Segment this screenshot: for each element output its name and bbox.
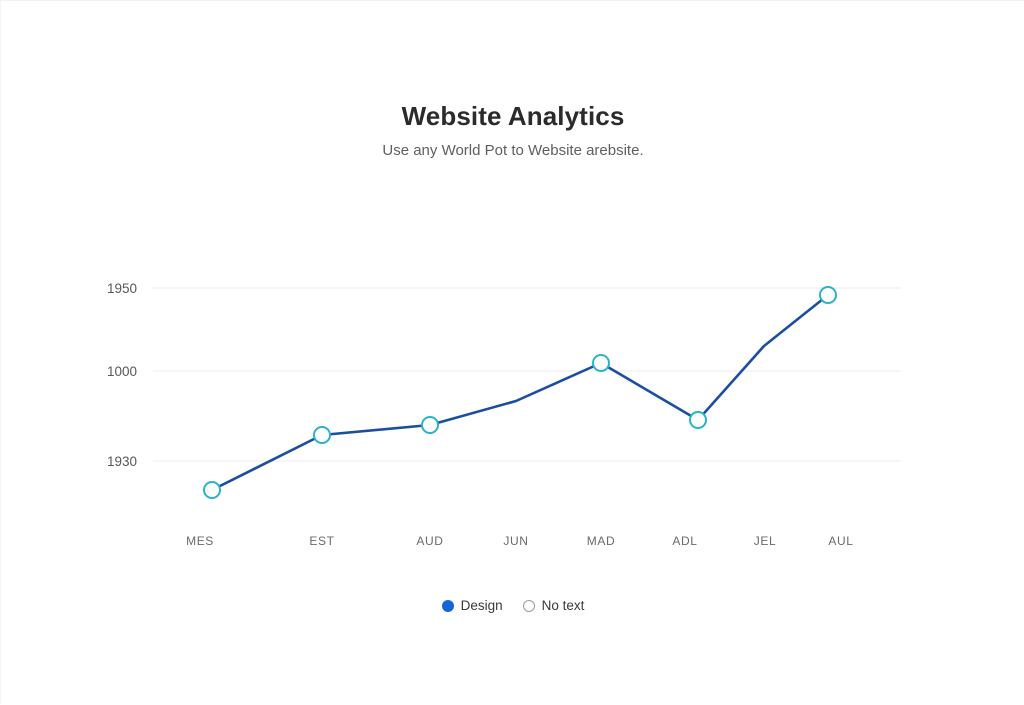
data-point-mes[interactable]	[203, 481, 221, 499]
x-tick-label-aud: AUD	[416, 534, 443, 548]
chart-header: Website Analytics Use any World Pot to W…	[1, 101, 1024, 159]
x-tick-label-aul: AUL	[828, 534, 853, 548]
x-tick-label-mad: MAD	[587, 534, 615, 548]
x-axis-tick-labels: MES EST AUD JUN MAD ADL JEL AUL	[186, 534, 853, 548]
x-tick-label-est: EST	[309, 534, 334, 548]
chart-legend: Design No text	[1, 598, 1024, 613]
legend-label-design: Design	[460, 598, 503, 613]
legend-filled-dot-icon	[441, 599, 454, 612]
x-tick-label-jun: JUN	[503, 534, 528, 548]
legend-label-no-text: No text	[541, 598, 585, 613]
x-tick-label-mes: MES	[186, 534, 214, 548]
data-point-aul[interactable]	[819, 286, 837, 304]
y-tick-label-2: 1930	[107, 454, 137, 469]
data-point-aud[interactable]	[421, 416, 439, 434]
chart-subtitle: Use any World Pot to Website arebsite.	[382, 142, 644, 159]
y-tick-label-1: 1000	[107, 364, 137, 379]
series-markers-design	[203, 286, 837, 499]
series-line-design	[210, 293, 830, 492]
y-tick-label-0: 1950	[107, 281, 137, 296]
data-point-mad[interactable]	[592, 354, 610, 372]
y-axis-tick-labels: 1950 1000 1930	[107, 281, 137, 469]
x-tick-label-adl: ADL	[672, 534, 697, 548]
legend-item-no-text[interactable]: No text	[522, 598, 585, 613]
data-point-adl[interactable]	[689, 411, 707, 429]
legend-hollow-dot-icon	[522, 599, 535, 612]
x-tick-label-jel: JEL	[754, 534, 776, 548]
legend-item-design[interactable]: Design	[441, 598, 503, 613]
chart-title: Website Analytics	[401, 101, 625, 131]
gridlines	[153, 287, 901, 462]
data-point-est[interactable]	[313, 426, 331, 444]
